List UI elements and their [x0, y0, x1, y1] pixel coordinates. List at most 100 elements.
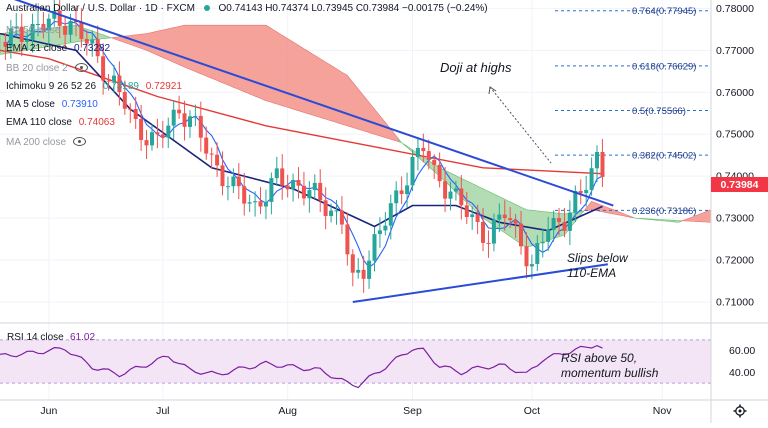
candle-body — [415, 147, 420, 157]
candle-body — [155, 132, 160, 135]
ema110-line — [0, 49, 603, 175]
candle-body — [595, 152, 599, 169]
candle-body — [52, 10, 57, 19]
candle-body — [329, 210, 334, 216]
legend-ichimoku-label: Ichimoku 9 26 52 26 — [6, 81, 97, 92]
candle-body — [557, 218, 561, 222]
candle-body — [3, 41, 8, 47]
rsi-tick-label: 60.00 — [729, 345, 755, 357]
price-tick-label: 0.78000 — [716, 3, 754, 15]
last-price-badge-text: 0.73984 — [721, 179, 759, 191]
doji-arrow — [489, 86, 552, 164]
legend-ema21-label: EMA 21 close — [6, 43, 68, 54]
candle-body — [84, 38, 89, 44]
candle-body — [106, 80, 111, 82]
legend-bb-label: BB 20 close 2 — [6, 63, 68, 74]
candle-body — [377, 230, 382, 235]
candle-body — [459, 188, 464, 206]
candle-body — [551, 218, 556, 231]
legend-ema110-value: 0.74063 — [78, 117, 115, 128]
legend-ichimoku[interactable]: Ichimoku 9 26 52 26 0.73189 0.72921 — [6, 81, 182, 92]
candle-body — [220, 165, 225, 187]
candle-body — [453, 188, 458, 192]
candle-body — [356, 269, 361, 273]
settings-gear-icon[interactable] — [733, 404, 747, 418]
candle-body — [491, 219, 496, 244]
candle-body — [193, 115, 198, 117]
candle-body — [540, 242, 545, 244]
candle-body — [63, 25, 68, 35]
legend-bb[interactable]: BB 20 close 2 — [6, 62, 88, 74]
candle-body — [519, 223, 523, 247]
candle-body — [209, 153, 214, 155]
candle-body — [339, 210, 344, 225]
candle-body — [215, 154, 220, 166]
price-tick-label: 0.73000 — [716, 213, 754, 225]
legend-ma50[interactable]: MA 50 close — [6, 25, 60, 36]
candle-body — [68, 20, 73, 35]
last-price-badge: 0.73984 — [711, 177, 768, 192]
candle-body — [144, 140, 149, 146]
candle-body — [280, 168, 285, 186]
candle-body — [274, 168, 279, 179]
candle-body — [410, 156, 415, 186]
rsi-legend-label: RSI 14 close — [7, 332, 64, 343]
legend-ema110[interactable]: EMA 110 close 0.74063 — [6, 117, 115, 128]
candle-body — [247, 202, 252, 204]
candle-body — [481, 222, 485, 243]
candle-body — [399, 190, 404, 194]
eye-hidden-icon[interactable] — [72, 137, 86, 146]
rsi-line — [0, 344, 603, 389]
price-tick-label: 0.71000 — [716, 297, 754, 309]
candle-body — [372, 234, 377, 261]
annotations: Doji at highs Slips below 110-EMA — [440, 60, 629, 280]
candle-body — [307, 190, 312, 199]
candle-body — [258, 201, 263, 207]
candle-body — [36, 24, 40, 25]
slips-annotation-line1: Slips below — [567, 251, 629, 265]
candle-body — [139, 119, 144, 140]
candle-body — [405, 185, 410, 194]
time-tick-label: Nov — [653, 405, 672, 417]
legend-ma200[interactable]: MA 200 close — [6, 136, 86, 148]
fib-level-label: 0.382(0.74502) — [632, 151, 696, 162]
candle-body — [426, 151, 431, 160]
candle-body — [101, 56, 106, 81]
eye-hidden-icon[interactable] — [74, 63, 88, 72]
candle-body — [177, 109, 182, 114]
candle-body — [41, 24, 46, 31]
candle-body — [74, 20, 78, 22]
candle-body — [57, 10, 62, 26]
legend-ema21[interactable]: EMA 21 close 0.73282 — [6, 43, 110, 54]
candle-body — [443, 181, 448, 199]
legend-ichimoku-value2: 0.72921 — [145, 81, 182, 92]
legend-ma200-label: MA 200 close — [6, 137, 67, 148]
legend-ma5[interactable]: MA 5 close 0.73910 — [6, 99, 98, 110]
candle-body — [388, 203, 393, 226]
candle-body — [318, 182, 323, 201]
candle-body — [117, 75, 122, 93]
fib-level-label: 0.764(0.77945) — [632, 6, 696, 17]
candle-body — [8, 28, 13, 47]
candle-body — [584, 190, 589, 194]
candle-body — [166, 125, 171, 138]
candle-body — [334, 210, 339, 212]
price-tick-label: 0.77000 — [716, 45, 754, 57]
candle-body — [171, 109, 176, 126]
trendline — [352, 263, 609, 304]
candles — [3, 0, 605, 293]
legend-ema110-label: EMA 110 close — [6, 117, 72, 128]
candle-body — [562, 222, 567, 231]
candle-body — [497, 214, 502, 220]
settings-gear-ring — [735, 406, 745, 416]
trendlines — [13, 0, 614, 304]
candle-body — [253, 201, 258, 203]
candle-body — [524, 246, 529, 267]
candle-body — [242, 186, 247, 204]
candle-body — [204, 137, 209, 154]
candle-body — [182, 113, 187, 127]
candle-body — [46, 18, 51, 31]
candle-body — [421, 147, 426, 152]
